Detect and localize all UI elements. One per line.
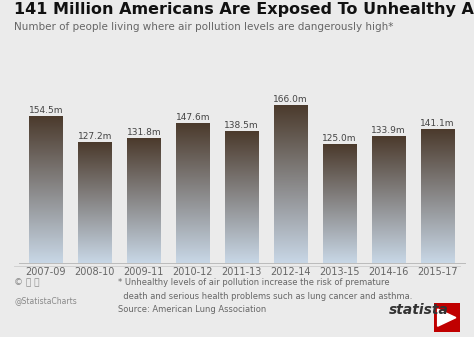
Text: statista: statista [389, 303, 448, 317]
Text: © ⓘ ⓠ: © ⓘ ⓠ [14, 278, 40, 287]
Text: 125.0m: 125.0m [322, 134, 357, 143]
Text: death and serious health problems such as lung cancer and asthma.: death and serious health problems such a… [118, 292, 413, 301]
Text: 131.8m: 131.8m [127, 128, 161, 136]
Polygon shape [438, 309, 456, 326]
Text: 154.5m: 154.5m [28, 106, 63, 115]
Text: 138.5m: 138.5m [224, 121, 259, 130]
Text: Number of people living where air pollution levels are dangerously high*: Number of people living where air pollut… [14, 22, 393, 32]
Text: 127.2m: 127.2m [78, 132, 112, 141]
Text: 133.9m: 133.9m [371, 126, 406, 134]
Text: * Unhealthy levels of air pollution increase the risk of premature: * Unhealthy levels of air pollution incr… [118, 278, 390, 287]
Text: @StatistaCharts: @StatistaCharts [14, 297, 77, 306]
Text: 166.0m: 166.0m [273, 95, 308, 104]
Text: 141 Million Americans Are Exposed To Unhealthy Air: 141 Million Americans Are Exposed To Unh… [14, 2, 474, 17]
Text: 147.6m: 147.6m [175, 113, 210, 122]
Text: 141.1m: 141.1m [420, 119, 455, 128]
Text: Source: American Lung Association: Source: American Lung Association [118, 305, 267, 314]
